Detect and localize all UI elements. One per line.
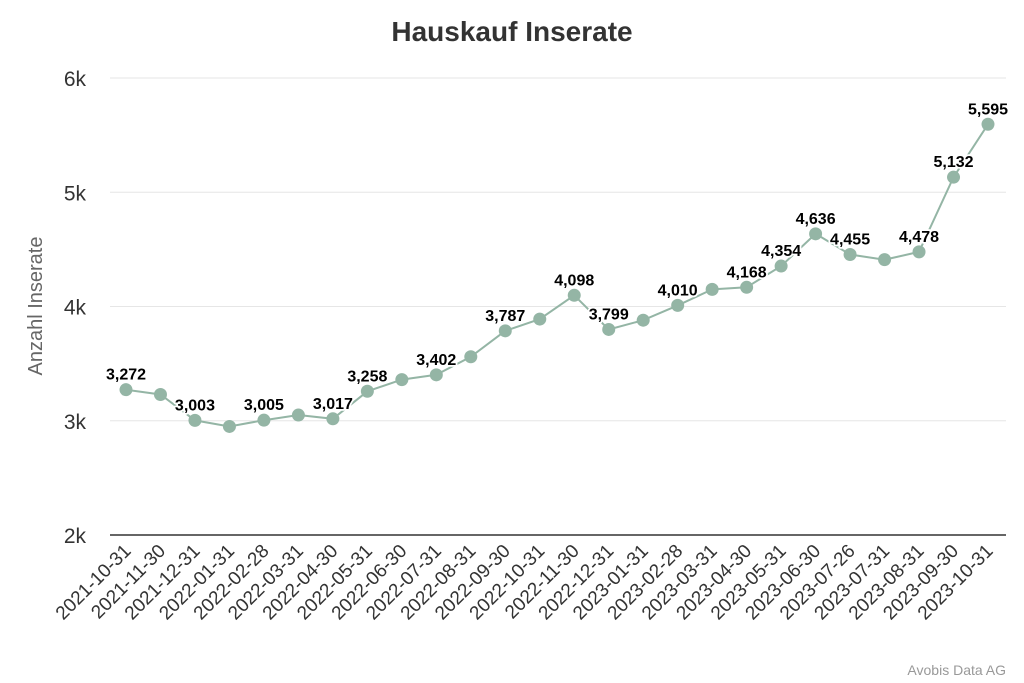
data-label: 3,005 bbox=[244, 397, 284, 414]
data-point bbox=[567, 288, 581, 302]
data-point bbox=[843, 248, 857, 262]
data-point bbox=[429, 368, 443, 382]
data-point bbox=[602, 322, 616, 336]
data-point bbox=[153, 387, 167, 401]
y-tick-label: 6k bbox=[64, 68, 87, 91]
data-point bbox=[395, 373, 409, 387]
y-tick-label: 2k bbox=[64, 525, 87, 548]
data-point bbox=[498, 324, 512, 338]
data-point bbox=[981, 117, 995, 131]
data-label: 4,098 bbox=[554, 272, 594, 289]
data-label: 3,017 bbox=[313, 396, 353, 413]
data-point bbox=[636, 313, 650, 327]
data-label: 4,010 bbox=[658, 282, 698, 299]
y-tick-labels: 2k 3k 4k 5k 6k bbox=[64, 68, 87, 548]
x-tick-labels: 2021-10-312021-11-302021-12-312022-01-31… bbox=[52, 541, 998, 625]
data-point bbox=[257, 413, 271, 427]
data-label: 5,132 bbox=[933, 154, 973, 171]
data-label: 4,455 bbox=[830, 232, 870, 249]
data-point bbox=[533, 312, 547, 326]
y-tick-label: 3k bbox=[64, 411, 87, 434]
data-point bbox=[671, 298, 685, 312]
y-axis-label: Anzahl Inserate bbox=[25, 237, 47, 376]
data-label: 3,258 bbox=[347, 368, 387, 385]
data-point bbox=[119, 383, 133, 397]
data-point bbox=[740, 280, 754, 294]
data-label: 4,354 bbox=[761, 243, 801, 260]
data-label: 3,272 bbox=[106, 367, 146, 384]
data-label: 3,003 bbox=[175, 397, 215, 414]
data-point bbox=[188, 413, 202, 427]
data-point bbox=[326, 412, 340, 426]
y-tick-label: 4k bbox=[64, 297, 87, 320]
data-label: 4,636 bbox=[796, 211, 836, 228]
data-label: 3,799 bbox=[589, 306, 629, 323]
data-point bbox=[705, 282, 719, 296]
data-point bbox=[360, 384, 374, 398]
data-label: 4,478 bbox=[899, 229, 939, 246]
data-label: 5,595 bbox=[968, 101, 1008, 118]
data-label: 3,402 bbox=[416, 352, 456, 369]
chart-title: Hauskauf Inserate bbox=[391, 16, 632, 47]
data-point bbox=[774, 259, 788, 273]
data-labels: 3,272 3,003 3,005 3,017 3,258 3,402 3,787 4,098… bbox=[104, 100, 1010, 417]
data-point bbox=[878, 253, 892, 267]
data-point bbox=[464, 350, 478, 364]
credit-text: Avobis Data AG bbox=[907, 662, 1006, 678]
data-label: 4,168 bbox=[727, 264, 767, 281]
data-label: 3,787 bbox=[485, 308, 525, 325]
data-point bbox=[947, 170, 961, 184]
data-point bbox=[809, 227, 823, 241]
data-point bbox=[291, 408, 305, 422]
y-tick-label: 5k bbox=[64, 182, 87, 205]
data-points bbox=[119, 117, 995, 433]
data-point bbox=[912, 245, 926, 259]
data-point bbox=[222, 419, 236, 433]
